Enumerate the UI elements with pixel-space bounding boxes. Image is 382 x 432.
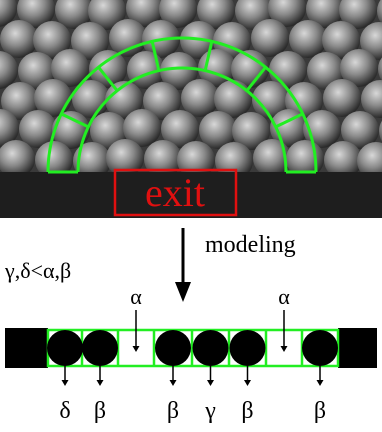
small-arrow-head <box>207 380 214 386</box>
arrow-label: modeling <box>205 232 296 258</box>
wall-left <box>5 328 48 368</box>
particle-label: β <box>94 398 106 424</box>
particle-label: β <box>167 398 179 424</box>
wall-right <box>338 328 377 368</box>
gap-label: α <box>130 284 142 309</box>
particle-label: β <box>314 398 326 424</box>
particle <box>47 330 83 366</box>
particle-label: δ <box>59 398 70 424</box>
arrow-head <box>175 282 191 302</box>
diagram: exit modeling γ,δ<α,β δββγββαα <box>0 0 382 432</box>
exit-label: exit <box>145 170 205 215</box>
small-arrow-head <box>97 380 104 386</box>
particle-label: β <box>241 398 253 424</box>
condition: γ,δ<α,β <box>4 258 71 283</box>
particle <box>193 330 229 366</box>
sphere <box>106 139 144 177</box>
particle <box>82 330 118 366</box>
particle <box>155 330 191 366</box>
small-arrow-head <box>281 346 288 352</box>
gap-label: α <box>278 284 290 309</box>
particle-label: γ <box>204 398 216 424</box>
small-arrow-head <box>170 380 177 386</box>
particle <box>302 330 338 366</box>
particle <box>230 330 266 366</box>
small-arrow-head <box>133 346 140 352</box>
small-arrow-head <box>317 380 324 386</box>
small-arrow-head <box>244 380 251 386</box>
small-arrow-head <box>62 380 69 386</box>
photo: exit <box>0 0 382 218</box>
